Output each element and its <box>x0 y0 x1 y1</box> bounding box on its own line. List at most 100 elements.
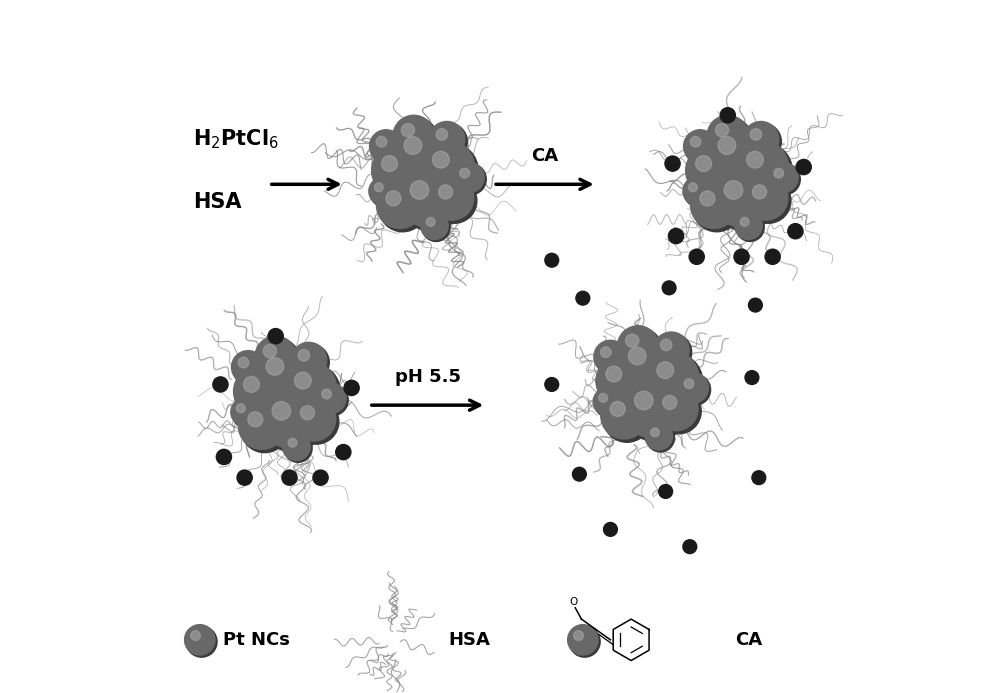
Circle shape <box>696 156 712 171</box>
Circle shape <box>369 177 396 205</box>
Circle shape <box>236 369 287 420</box>
Circle shape <box>374 183 383 192</box>
Circle shape <box>238 403 285 449</box>
Circle shape <box>371 132 405 165</box>
Circle shape <box>650 428 659 437</box>
Circle shape <box>287 365 340 418</box>
Circle shape <box>740 218 749 226</box>
Circle shape <box>746 178 791 223</box>
Circle shape <box>213 377 228 392</box>
Circle shape <box>293 344 329 380</box>
Circle shape <box>401 172 461 231</box>
Circle shape <box>344 380 359 396</box>
Circle shape <box>288 438 297 447</box>
Circle shape <box>234 367 283 416</box>
Circle shape <box>788 224 803 239</box>
Circle shape <box>294 399 339 444</box>
Circle shape <box>604 523 617 536</box>
Circle shape <box>768 162 798 193</box>
Circle shape <box>656 389 701 434</box>
Circle shape <box>316 383 346 414</box>
Circle shape <box>454 162 484 193</box>
Circle shape <box>432 151 449 168</box>
Circle shape <box>238 358 249 368</box>
Circle shape <box>709 117 751 159</box>
Circle shape <box>660 339 672 351</box>
Circle shape <box>610 401 625 416</box>
Circle shape <box>283 432 310 460</box>
Circle shape <box>595 389 623 417</box>
Circle shape <box>596 356 646 406</box>
Circle shape <box>710 128 766 185</box>
Circle shape <box>600 347 611 358</box>
Circle shape <box>690 137 701 147</box>
Circle shape <box>620 339 676 395</box>
Circle shape <box>645 423 673 450</box>
Circle shape <box>769 164 800 195</box>
Circle shape <box>248 412 263 427</box>
Circle shape <box>707 115 748 157</box>
Circle shape <box>663 396 677 410</box>
Circle shape <box>255 346 310 402</box>
Circle shape <box>657 362 674 378</box>
Circle shape <box>374 148 425 199</box>
Circle shape <box>774 168 784 178</box>
Circle shape <box>291 342 327 378</box>
Circle shape <box>232 400 260 428</box>
Circle shape <box>263 393 323 452</box>
Circle shape <box>545 254 559 267</box>
Circle shape <box>231 398 258 426</box>
Circle shape <box>404 137 422 155</box>
Circle shape <box>693 184 741 231</box>
Circle shape <box>736 213 764 241</box>
Circle shape <box>292 397 336 441</box>
Circle shape <box>298 349 310 361</box>
Circle shape <box>266 358 284 375</box>
Text: CA: CA <box>531 147 558 165</box>
Circle shape <box>426 218 435 226</box>
Circle shape <box>255 336 296 378</box>
Circle shape <box>765 249 780 264</box>
Circle shape <box>576 291 590 305</box>
Circle shape <box>260 390 318 448</box>
Text: H$_2$PtCl$_6$: H$_2$PtCl$_6$ <box>193 128 279 151</box>
Circle shape <box>436 129 448 140</box>
Circle shape <box>376 182 423 229</box>
Circle shape <box>313 470 328 485</box>
Circle shape <box>744 176 788 220</box>
Circle shape <box>393 115 434 157</box>
Circle shape <box>683 540 697 554</box>
Circle shape <box>574 631 583 640</box>
Circle shape <box>569 626 600 657</box>
Circle shape <box>626 383 685 441</box>
Circle shape <box>396 128 452 185</box>
Circle shape <box>649 354 702 407</box>
Circle shape <box>668 229 684 244</box>
Circle shape <box>688 183 697 192</box>
Circle shape <box>735 212 762 240</box>
Circle shape <box>393 125 448 181</box>
Text: pH 5.5: pH 5.5 <box>395 368 461 386</box>
Circle shape <box>455 164 486 195</box>
Circle shape <box>425 143 478 197</box>
Circle shape <box>724 181 743 200</box>
Circle shape <box>438 185 453 199</box>
Circle shape <box>745 371 759 385</box>
Circle shape <box>233 352 267 386</box>
Text: O: O <box>570 597 578 606</box>
Circle shape <box>236 404 245 412</box>
Circle shape <box>683 177 711 205</box>
Circle shape <box>258 349 314 405</box>
Circle shape <box>322 389 332 399</box>
Circle shape <box>241 405 289 453</box>
Circle shape <box>626 334 639 347</box>
Circle shape <box>659 484 673 498</box>
Circle shape <box>603 394 651 442</box>
Circle shape <box>422 213 450 241</box>
Circle shape <box>216 449 232 464</box>
Circle shape <box>429 121 465 157</box>
Circle shape <box>646 351 699 404</box>
Circle shape <box>715 123 729 137</box>
Circle shape <box>317 385 348 416</box>
Circle shape <box>594 340 627 374</box>
